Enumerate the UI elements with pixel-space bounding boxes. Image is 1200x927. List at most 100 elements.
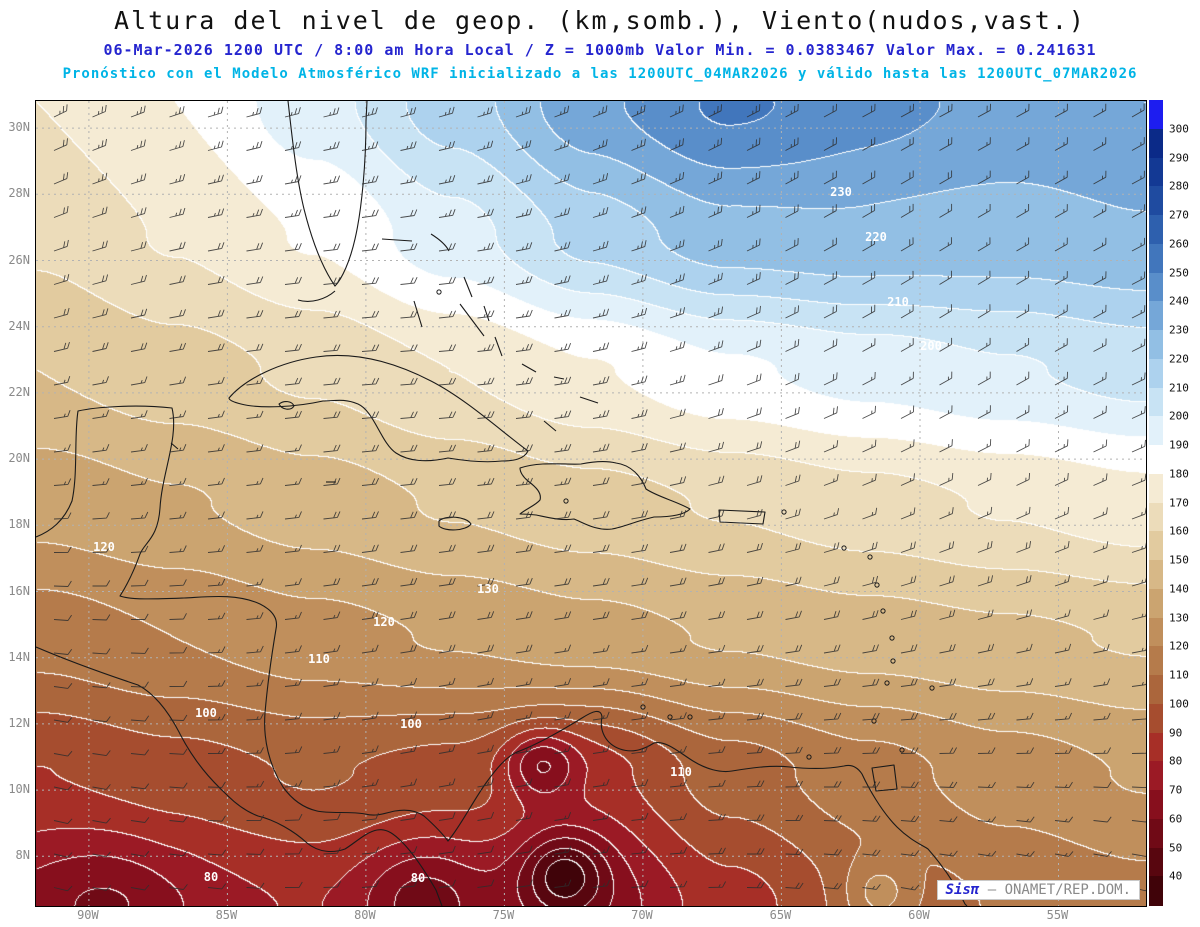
coastline-jamaica — [438, 516, 472, 531]
contour-label: 110 — [670, 765, 692, 779]
colorbar-label: 180 — [1166, 467, 1192, 481]
colorbar-segment — [1149, 358, 1163, 389]
colorbar-segment — [1149, 732, 1163, 762]
colorbar-label: 190 — [1166, 438, 1192, 452]
coastline-bahamas-long-island — [494, 336, 503, 357]
coastline-bahamas-cat — [483, 305, 490, 322]
small-island — [640, 704, 646, 710]
contour-label: 110 — [308, 652, 330, 666]
coastline-bahamas-eleuthera — [463, 276, 473, 298]
contour-label: 200 — [920, 339, 942, 353]
colorbar-label: 150 — [1166, 553, 1192, 567]
coastline-isla-juventud — [278, 401, 295, 410]
coastline-bahamas-crooked — [521, 363, 537, 373]
colorbar-label: 200 — [1166, 409, 1192, 423]
lon-axis-label: 65W — [769, 908, 792, 922]
colorbar-segment — [1149, 675, 1163, 705]
small-island — [874, 582, 880, 588]
colorbar-label: 160 — [1166, 524, 1192, 538]
lat-axis-label: 18N — [8, 517, 30, 532]
contour-label: 130 — [477, 582, 499, 596]
shaded-field-canvas — [36, 101, 1146, 906]
model-forecast-subtitle: Pronóstico con el Modelo Atmosférico WRF… — [62, 66, 1138, 82]
small-island — [884, 680, 890, 686]
colorbar-segment — [1149, 387, 1163, 417]
colorbar-label: 100 — [1166, 697, 1192, 711]
coastline-bahamas-inagua — [543, 420, 557, 432]
colorbar-label: 130 — [1166, 611, 1192, 624]
contour-label: 120 — [373, 615, 395, 629]
colorbar-segment — [1149, 790, 1163, 820]
contour-label: 210 — [887, 295, 909, 309]
colorbar-label: 50 — [1166, 841, 1186, 854]
small-island — [781, 509, 787, 515]
lat-axis-label: 14N — [8, 649, 30, 664]
small-island — [563, 498, 569, 504]
colorbar-segment — [1149, 761, 1163, 791]
attribution-separator: — — [987, 882, 1005, 898]
coastline-florida — [287, 101, 368, 287]
colorbar-label: 120 — [1166, 639, 1192, 653]
coastline-bahamas-mayaguana — [553, 376, 565, 380]
attribution-brand: Sisπ — [945, 882, 980, 898]
contour-label: 120 — [93, 540, 115, 554]
colorbar-segment — [1149, 560, 1163, 590]
small-island — [890, 658, 896, 664]
coastline-hispaniola — [519, 461, 691, 530]
small-island — [867, 554, 873, 560]
colorbar-label: 240 — [1166, 294, 1192, 308]
coastline-cozumel — [170, 442, 179, 450]
lat-axis-label: 26N — [8, 252, 30, 267]
colorbar-segment — [1149, 876, 1163, 906]
map-area: 230 220 210 200 120 130 120 110 100 100 110 80 80 Si… — [35, 100, 1147, 907]
colorbar-label: 250 — [1166, 266, 1192, 279]
lat-axis-label: 8N — [15, 848, 30, 863]
coastline-central-america-caribbean — [36, 405, 968, 906]
colorbar-label: 290 — [1166, 151, 1192, 164]
small-island — [889, 635, 895, 641]
colorbar-segment — [1149, 215, 1163, 245]
colorbar-segment — [1149, 301, 1163, 331]
colorbar-segment — [1149, 473, 1163, 504]
colorbar-label: 70 — [1166, 783, 1186, 797]
contour-label: 80 — [411, 871, 425, 885]
contour-label: 100 — [195, 706, 217, 720]
lat-axis-label: 20N — [8, 451, 30, 466]
colorbar-label: 90 — [1166, 726, 1186, 739]
lat-axis-label: 24N — [8, 318, 30, 333]
wind-barbs — [53, 103, 1146, 892]
colorbar-segment — [1149, 243, 1163, 274]
colorbar-segment — [1149, 646, 1163, 676]
colorbar-label: 210 — [1166, 381, 1192, 394]
small-island — [436, 289, 442, 295]
lon-axis-label: 70W — [631, 908, 653, 922]
colorbar-label: 60 — [1166, 812, 1186, 826]
attribution-org: ONAMET/REP.DOM. — [1004, 882, 1131, 898]
colorbar-segment — [1149, 531, 1163, 561]
graticule — [36, 101, 1146, 906]
colorbar: 300 290 280 270 260 250 240 230 220 210 200 190 180 1… — [1149, 100, 1199, 906]
colorbar-segment — [1149, 703, 1163, 734]
colorbar-segment — [1149, 100, 1163, 130]
page-title: Altura del nivel de geop. (km,somb.), Vi… — [114, 6, 1086, 35]
coastline-cuba — [228, 354, 529, 463]
coastline-puerto-rico — [718, 509, 766, 525]
lat-axis-label: 30N — [8, 120, 30, 135]
colorbar-segment — [1149, 818, 1163, 849]
lon-axis-label: 90W — [77, 908, 99, 922]
valid-time-subtitle: 06-Mar-2026 1200 UTC / 8:00 am Hora Loca… — [103, 41, 1097, 59]
colorbar-label: 80 — [1166, 754, 1186, 768]
colorbar-segment — [1149, 445, 1163, 475]
contour-label: 230 — [830, 185, 852, 199]
colorbar-segment — [1149, 128, 1163, 159]
small-island — [929, 685, 935, 691]
coastline-bahamas-abaco — [430, 233, 450, 252]
contour-label: 80 — [204, 870, 218, 884]
lat-axis-label: 10N — [8, 782, 30, 797]
lon-axis-label: 60W — [908, 908, 930, 922]
small-island — [687, 714, 693, 720]
colorbar-segment — [1149, 330, 1163, 360]
colorbar-segment — [1149, 588, 1163, 619]
lat-axis-label: 22N — [8, 384, 30, 399]
